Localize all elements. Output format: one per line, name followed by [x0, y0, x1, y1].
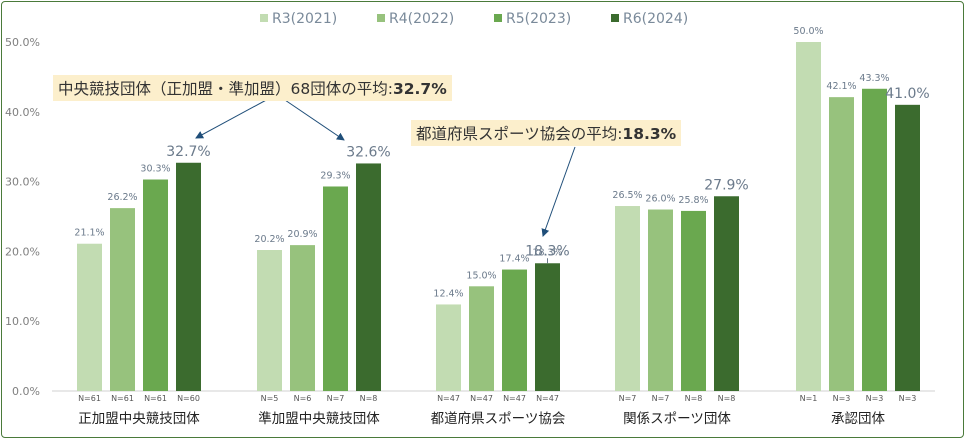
category-label: 準加盟中央競技団体: [258, 411, 380, 427]
data-label: 30.3%: [140, 164, 170, 175]
sample-size-label: N=7: [327, 394, 345, 403]
bar: [257, 250, 282, 391]
y-tick-label: 30.0%: [5, 176, 40, 189]
central-average-prefix: 中央競技団体（正加盟・準加盟）68団体の平均:: [58, 80, 393, 98]
data-label: 20.9%: [287, 229, 317, 240]
bar: [77, 243, 102, 391]
sample-size-label: N=7: [652, 394, 670, 403]
data-label: 17.4%: [499, 254, 529, 265]
sample-size-label: N=3: [866, 394, 884, 403]
callout-arrows: [195, 97, 576, 237]
bar: [862, 88, 887, 392]
y-tick-label: 50.0%: [5, 36, 40, 49]
sample-size-label: N=47: [503, 394, 526, 403]
data-label: 18.3%: [532, 247, 562, 258]
bar: [469, 286, 494, 391]
bar: [714, 196, 739, 391]
data-label: 25.8%: [678, 195, 708, 206]
data-label: 41.0%: [885, 86, 929, 102]
sample-size-label: N=1: [800, 394, 818, 403]
legend-swatch: [377, 14, 385, 22]
central-average-value: 32.7%: [392, 80, 447, 98]
central-average-callout: 中央競技団体（正加盟・準加盟）68団体の平均:32.7%: [53, 75, 452, 101]
data-label: 27.9%: [704, 177, 748, 193]
legend: R3(2021) R4(2022) R5(2023) R6(2024): [260, 11, 688, 27]
prefectural-average-callout: 都道府県スポーツ協会の平均:18.3%: [411, 120, 682, 146]
bar: [502, 269, 527, 391]
data-label: 15.0%: [466, 270, 496, 281]
sample-size-label: N=5: [261, 394, 279, 403]
y-tick-label: 40.0%: [5, 106, 40, 119]
sample-size-label: N=47: [470, 394, 493, 403]
category-label: 承認団体: [831, 411, 885, 427]
bar: [796, 42, 821, 391]
data-label: 20.2%: [254, 234, 284, 245]
data-labels: 21.1% 20.2% 12.4% 26.5% 50.0% 26.2% 20.9% 15.0%…: [74, 26, 929, 299]
prefectural-average-prefix: 都道府県スポーツ協会の平均:: [416, 125, 623, 143]
sample-size-label: N=61: [78, 394, 101, 403]
bar: [436, 304, 461, 391]
sample-size-label: N=3: [899, 394, 917, 403]
category-label: 関係スポーツ団体: [623, 411, 731, 427]
sample-size-label: N=47: [437, 394, 460, 403]
bar: [356, 163, 381, 391]
sample-size-label: N=60: [177, 394, 200, 403]
sample-size-label: N=61: [111, 394, 134, 403]
bar: [648, 209, 673, 391]
bar: [176, 162, 201, 391]
arrow-central-left: [195, 97, 271, 139]
data-label: 26.5%: [612, 190, 642, 201]
sample-size-label: N=3: [833, 394, 851, 403]
legend-label: R5(2023): [506, 11, 571, 27]
data-label: 42.1%: [826, 81, 856, 92]
sample-size-label: N=7: [619, 394, 637, 403]
bar: [110, 208, 135, 391]
bar: [681, 210, 706, 391]
category-label: 正加盟中央競技団体: [78, 411, 200, 427]
prefectural-average-value: 18.3%: [622, 125, 677, 143]
sample-size-label: N=8: [718, 394, 736, 403]
bar: [829, 97, 854, 391]
data-label: 32.6%: [346, 144, 390, 160]
bar: [615, 206, 640, 391]
bar: [143, 179, 168, 391]
bar: [290, 245, 315, 391]
bars: [77, 42, 920, 392]
sample-size-label: N=8: [360, 394, 378, 403]
bar: [895, 104, 920, 391]
data-label-highlight: 18.3%: [525, 243, 569, 259]
data-label: 50.0%: [793, 26, 823, 37]
data-label: 12.4%: [433, 288, 463, 299]
y-tick-label: 0.0%: [12, 385, 40, 398]
data-label: 29.3%: [320, 170, 350, 181]
data-label: 26.0%: [645, 194, 675, 205]
data-label: 43.3%: [859, 73, 889, 84]
data-label: 26.2%: [107, 192, 137, 203]
legend-swatch: [260, 14, 268, 22]
y-tick-label: 20.0%: [5, 245, 40, 258]
sample-size-label: N=6: [294, 394, 312, 403]
bar: [535, 263, 560, 391]
legend-label: R6(2024): [623, 11, 688, 27]
bar: [323, 186, 348, 391]
sample-size-label: N=61: [144, 394, 167, 403]
data-label: 32.7%: [166, 144, 210, 160]
legend-label: R4(2022): [389, 11, 454, 27]
legend-swatch: [611, 14, 619, 22]
legend-swatch: [494, 14, 502, 22]
data-label: 21.1%: [74, 228, 104, 239]
arrow-prefectural: [541, 146, 576, 237]
x-axis-labels: 正加盟中央競技団体 準加盟中央競技団体 都道府県スポーツ協会 関係スポーツ団体 承認団体: [78, 411, 885, 427]
legend-label: R3(2021): [272, 11, 337, 27]
sample-size-label: N=47: [536, 394, 559, 403]
arrow-central-right: [281, 97, 345, 141]
sample-size-label: N=8: [685, 394, 703, 403]
category-label: 都道府県スポーツ協会: [431, 411, 566, 427]
y-tick-label: 10.0%: [5, 315, 40, 328]
sample-size-labels: N=61 N=5 N=47 N=7 N=1 N=61 N=6 N=47 N=7 N=3 N=61 N=…: [78, 394, 916, 403]
